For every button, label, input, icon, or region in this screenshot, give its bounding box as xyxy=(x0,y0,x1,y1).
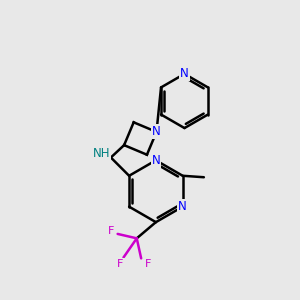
Text: N: N xyxy=(178,200,187,213)
Text: F: F xyxy=(108,226,114,236)
Text: N: N xyxy=(152,154,160,167)
Text: F: F xyxy=(117,259,124,269)
Text: F: F xyxy=(145,259,151,269)
Text: NH: NH xyxy=(93,147,110,160)
Text: N: N xyxy=(180,68,189,80)
Text: N: N xyxy=(152,125,161,138)
